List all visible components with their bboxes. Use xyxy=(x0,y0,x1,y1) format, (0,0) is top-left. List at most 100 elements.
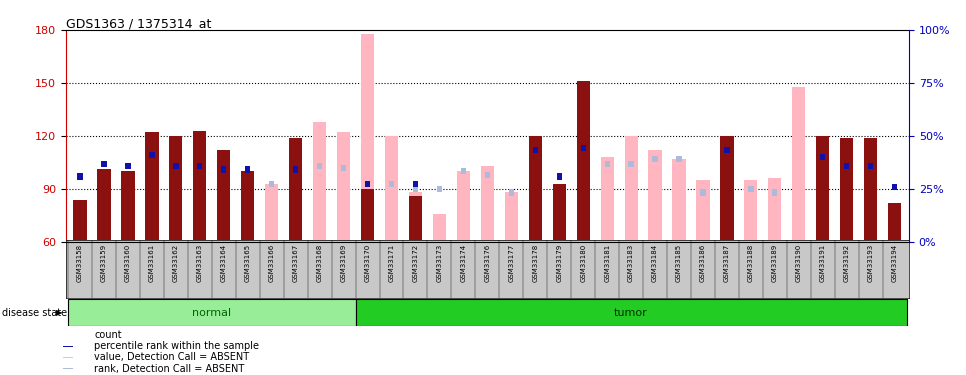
Bar xyxy=(63,368,73,369)
Bar xyxy=(816,136,830,242)
Bar xyxy=(289,138,302,242)
Text: GSM33177: GSM33177 xyxy=(508,244,514,282)
Text: value, Detection Call = ABSENT: value, Detection Call = ABSENT xyxy=(95,352,249,363)
Bar xyxy=(724,147,729,153)
Bar xyxy=(648,150,662,242)
Bar xyxy=(768,178,781,242)
Bar xyxy=(485,172,490,178)
Text: GSM33166: GSM33166 xyxy=(269,244,274,282)
Bar xyxy=(792,87,806,242)
Bar xyxy=(457,171,470,242)
Bar xyxy=(605,161,610,167)
Bar xyxy=(193,130,207,242)
Bar xyxy=(73,200,87,242)
Text: normal: normal xyxy=(192,308,232,318)
Bar xyxy=(700,189,705,195)
Text: rank, Detection Call = ABSENT: rank, Detection Call = ABSENT xyxy=(95,364,244,374)
Bar xyxy=(772,189,778,195)
Text: GSM33173: GSM33173 xyxy=(437,244,442,282)
Bar xyxy=(892,184,897,190)
Bar xyxy=(528,136,542,242)
Bar xyxy=(721,136,733,242)
Bar xyxy=(556,186,562,192)
Text: GSM33189: GSM33189 xyxy=(772,244,778,282)
Bar xyxy=(293,166,298,172)
Bar xyxy=(553,187,566,242)
Text: GSM33176: GSM33176 xyxy=(484,244,491,282)
Text: GSM33164: GSM33164 xyxy=(221,244,227,282)
Text: GSM33178: GSM33178 xyxy=(532,244,538,282)
Text: GSM33193: GSM33193 xyxy=(867,244,873,282)
Bar xyxy=(122,171,134,242)
Bar xyxy=(412,180,418,187)
Text: GDS1363 / 1375314_at: GDS1363 / 1375314_at xyxy=(66,17,211,30)
Bar xyxy=(820,154,825,160)
Bar xyxy=(63,357,73,358)
Bar xyxy=(221,166,226,172)
Bar xyxy=(242,171,254,242)
Bar xyxy=(864,138,877,242)
Text: GSM33183: GSM33183 xyxy=(628,244,634,282)
Bar xyxy=(437,186,442,192)
Bar xyxy=(173,163,179,169)
Bar xyxy=(840,138,853,242)
Bar xyxy=(341,165,346,171)
Bar xyxy=(577,81,590,242)
Bar xyxy=(581,145,585,152)
Bar xyxy=(412,186,418,192)
Bar xyxy=(361,189,374,242)
Bar xyxy=(844,163,849,169)
Bar xyxy=(77,174,83,180)
Bar xyxy=(601,157,613,242)
Bar xyxy=(98,170,111,242)
Text: GSM33168: GSM33168 xyxy=(317,244,323,282)
Bar xyxy=(245,166,250,172)
Bar xyxy=(337,132,351,242)
Bar xyxy=(355,299,907,326)
Text: ▶: ▶ xyxy=(56,308,63,317)
Text: GSM33190: GSM33190 xyxy=(796,244,802,282)
Text: GSM33180: GSM33180 xyxy=(581,244,586,282)
Bar xyxy=(652,156,658,162)
Bar xyxy=(532,147,538,153)
Bar xyxy=(504,192,518,242)
Text: GSM33191: GSM33191 xyxy=(820,244,826,282)
Bar xyxy=(63,334,73,336)
Bar xyxy=(461,168,466,174)
Text: GSM33188: GSM33188 xyxy=(748,244,753,282)
Bar xyxy=(676,156,682,162)
Bar xyxy=(270,180,274,187)
Text: GSM33174: GSM33174 xyxy=(461,244,467,282)
Bar xyxy=(888,203,901,242)
Bar xyxy=(868,163,873,169)
Bar xyxy=(197,163,203,169)
Bar xyxy=(409,196,422,242)
Bar xyxy=(556,174,562,180)
Bar xyxy=(553,184,566,242)
Text: percentile rank within the sample: percentile rank within the sample xyxy=(95,341,260,351)
Text: GSM33171: GSM33171 xyxy=(388,244,394,282)
Text: GSM33187: GSM33187 xyxy=(724,244,730,282)
Text: GSM33165: GSM33165 xyxy=(244,244,251,282)
Bar xyxy=(169,136,183,242)
Bar xyxy=(313,122,327,242)
Bar xyxy=(629,161,634,167)
Text: GSM33163: GSM33163 xyxy=(197,244,203,282)
Bar xyxy=(365,180,370,187)
Text: GSM33181: GSM33181 xyxy=(604,244,611,282)
Bar xyxy=(126,163,130,169)
Bar xyxy=(481,166,494,242)
Text: GSM33160: GSM33160 xyxy=(125,244,131,282)
Text: GSM33186: GSM33186 xyxy=(700,244,706,282)
Text: GSM33162: GSM33162 xyxy=(173,244,179,282)
Text: tumor: tumor xyxy=(614,308,648,318)
Text: GSM33167: GSM33167 xyxy=(293,244,298,282)
Text: GSM33172: GSM33172 xyxy=(412,244,418,282)
Bar xyxy=(317,163,323,169)
Text: GSM33179: GSM33179 xyxy=(556,244,562,282)
Bar xyxy=(672,159,686,242)
Text: GSM33170: GSM33170 xyxy=(364,244,371,282)
Bar xyxy=(68,299,355,326)
Bar xyxy=(150,152,155,159)
Bar xyxy=(265,184,278,242)
